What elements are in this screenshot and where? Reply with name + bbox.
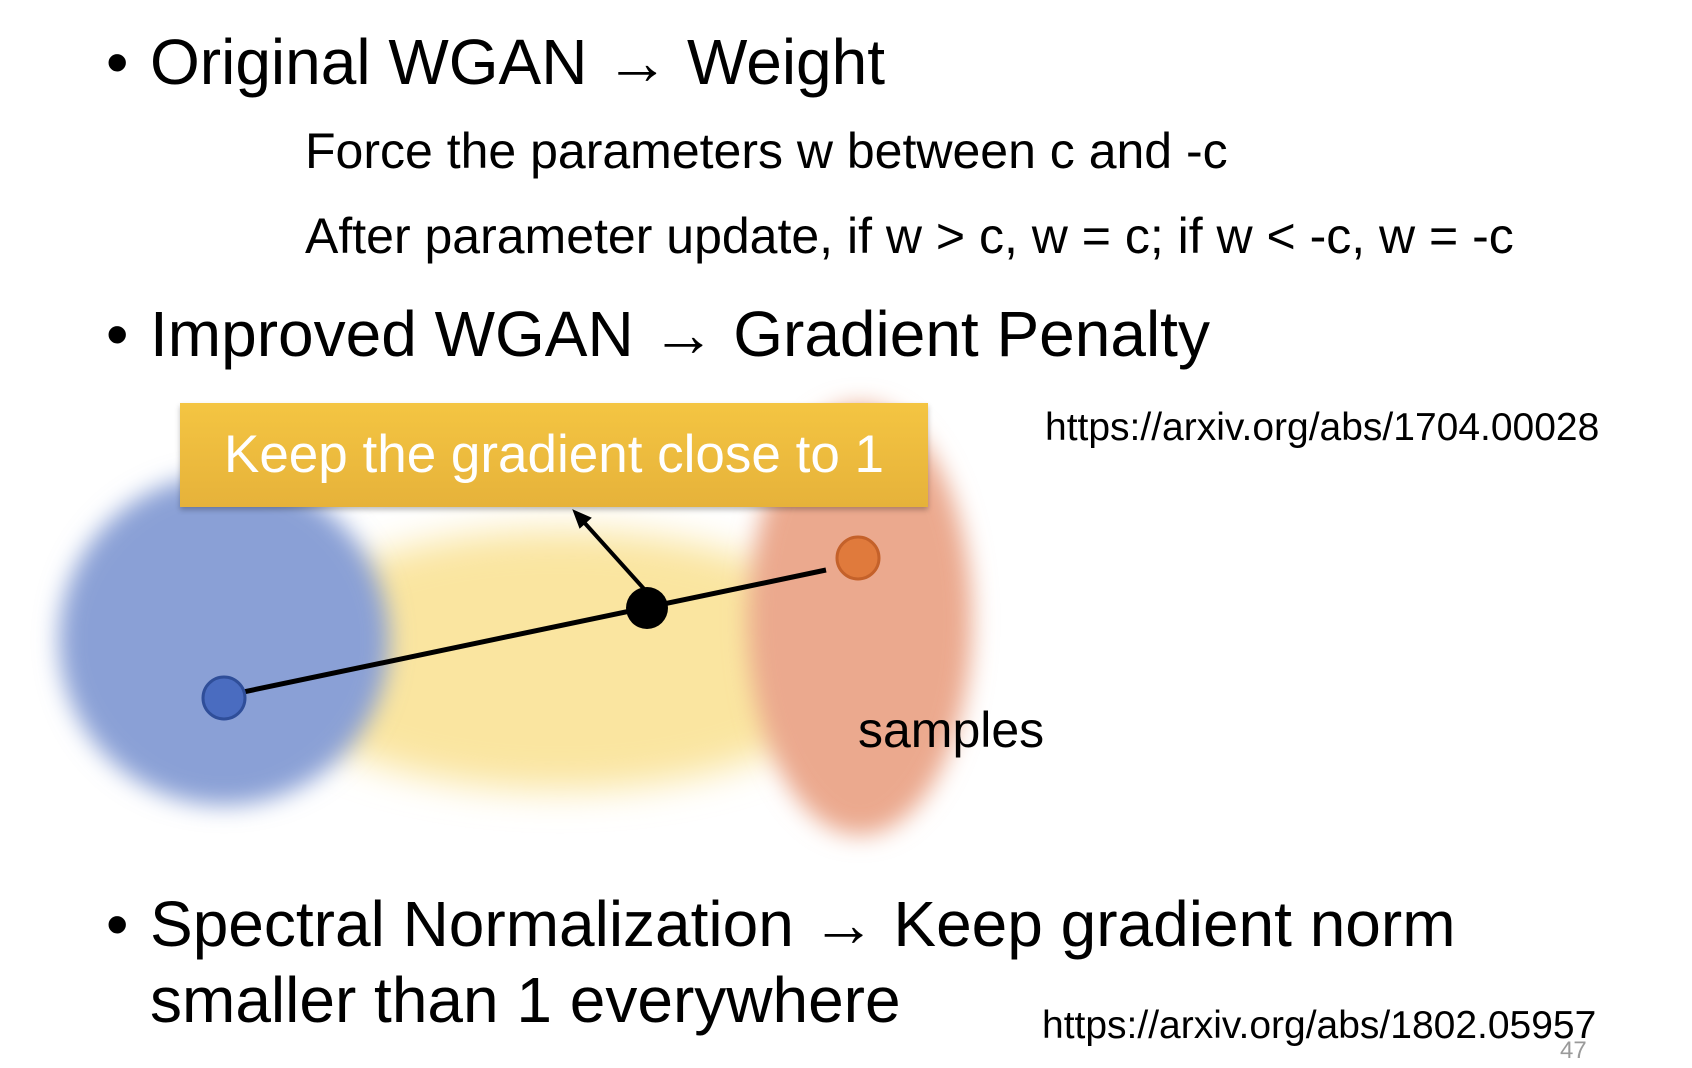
interpolation-line: [223, 567, 827, 699]
bullet-dot: •: [106, 298, 129, 370]
bullet-dot: •: [106, 26, 129, 98]
weight-clipping-line-1: Force the parameters w between c and -c: [305, 123, 1228, 179]
gradient-callout-box: Keep the gradient close to 1: [180, 403, 928, 507]
bullet-original-wgan-text: Original WGAN → Weight: [150, 26, 885, 98]
bullet-spectral-line-1: Spectral Normalization → Keep gradient n…: [150, 888, 1456, 960]
arxiv-link-spectral-norm[interactable]: https://arxiv.org/abs/1802.05957: [1042, 1004, 1597, 1047]
real-data-region: [59, 475, 389, 805]
arxiv-link-improved-wgan[interactable]: https://arxiv.org/abs/1704.00028: [1045, 406, 1600, 449]
bullet-dot: •: [106, 888, 129, 960]
bullet-improved-wgan: • Improved WGAN → Gradient Penalty: [106, 296, 1210, 372]
bullet-spectral-normalization: • Spectral Normalization → Keep gradient…: [106, 886, 1456, 962]
gradient-arrow-head: [572, 509, 592, 529]
samples-label: samples: [858, 702, 1045, 758]
generated-data-region: [748, 405, 972, 835]
weight-clipping-line-2: After parameter update, if w > c, w = c;…: [305, 208, 1514, 264]
bullet-original-wgan: • Original WGAN → Weight: [106, 24, 885, 100]
gradient-arrow-shaft: [580, 518, 647, 592]
bullet-improved-wgan-text: Improved WGAN → Gradient Penalty: [150, 298, 1210, 370]
real-sample-point: [201, 675, 247, 721]
generated-sample-point: [835, 535, 881, 581]
interpolated-sample-point: [626, 587, 668, 629]
bullet-spectral-line-2: smaller than 1 everywhere: [150, 964, 901, 1036]
page-number: 47: [1560, 1037, 1587, 1064]
